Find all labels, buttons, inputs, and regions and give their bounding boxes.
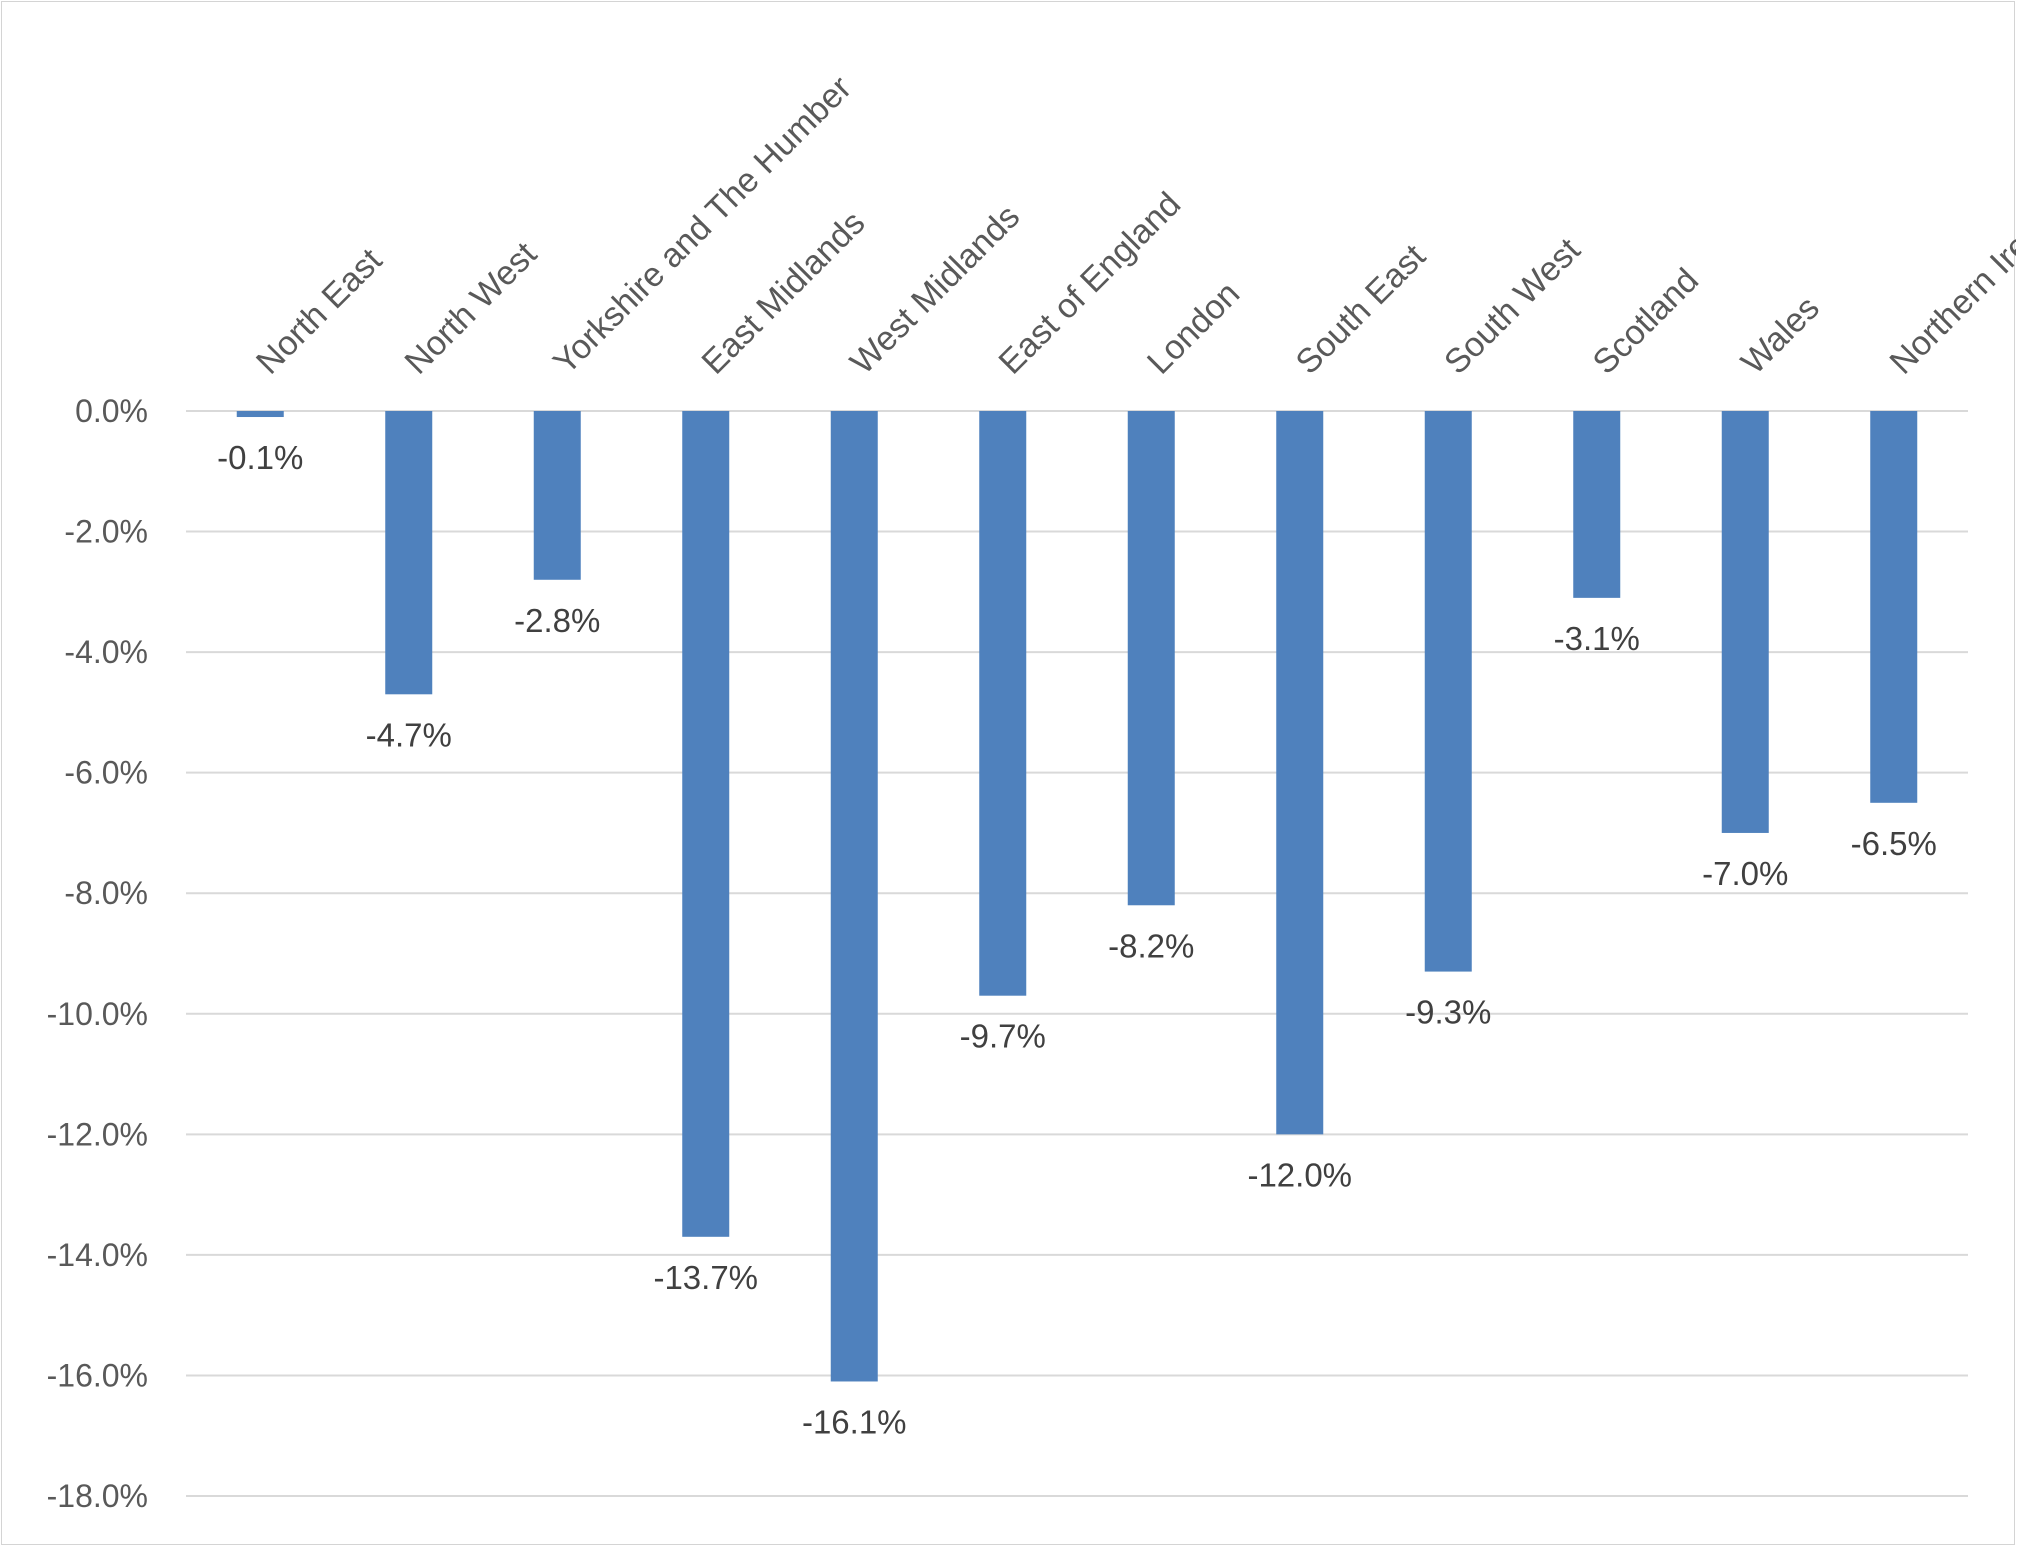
data-labels: -0.1% -4.7% -2.8% -13.7% -16.1% -9.7% -8.2% -12… xyxy=(217,439,1937,1440)
data-label: -3.1% xyxy=(1554,620,1640,657)
y-tick-label: -8.0% xyxy=(64,875,148,911)
bar xyxy=(830,411,878,1382)
category-labels: North East North West Yorkshire and The Hu… xyxy=(249,69,2016,382)
bar xyxy=(1276,411,1324,1135)
data-label: -7.0% xyxy=(1702,855,1788,892)
bars xyxy=(236,411,1918,1382)
y-tick-label: -4.0% xyxy=(64,634,148,670)
bar xyxy=(1721,411,1769,833)
y-tick-label: -2.0% xyxy=(64,514,148,550)
gridlines xyxy=(186,410,1968,1497)
category-label: Scotland xyxy=(1586,261,1706,381)
data-label: -12.0% xyxy=(1247,1156,1352,1193)
bar xyxy=(236,411,284,418)
bar xyxy=(385,411,433,695)
y-tick-label: -18.0% xyxy=(47,1478,148,1514)
data-label: -8.2% xyxy=(1108,927,1194,964)
y-tick-label: -6.0% xyxy=(64,755,148,791)
bar xyxy=(682,411,730,1237)
y-tick-label: -16.0% xyxy=(47,1357,148,1393)
bar xyxy=(1424,411,1472,972)
category-label: South East xyxy=(1289,237,1434,382)
category-label: Yorkshire and The Humber xyxy=(546,69,859,382)
data-label: -9.7% xyxy=(960,1018,1046,1055)
bar xyxy=(1127,411,1175,906)
category-label: Northern Ireland xyxy=(1883,181,2016,382)
y-tick-label: -12.0% xyxy=(47,1116,148,1152)
data-label: -13.7% xyxy=(653,1259,758,1296)
data-label: -2.8% xyxy=(514,602,600,639)
data-label: -16.1% xyxy=(802,1403,907,1440)
y-tick-label: -10.0% xyxy=(47,996,148,1032)
category-label: North West xyxy=(398,235,545,382)
category-label: London xyxy=(1140,275,1247,382)
bar xyxy=(1573,411,1621,598)
data-label: -6.5% xyxy=(1851,825,1937,862)
y-tick-label: -14.0% xyxy=(47,1237,148,1273)
y-axis-tick-labels: 0.0% -2.0% -4.0% -6.0% -8.0% -10.0% -12.0% -14.… xyxy=(47,393,148,1514)
y-tick-label: 0.0% xyxy=(75,393,148,429)
category-label: South West xyxy=(1437,231,1588,382)
bar xyxy=(979,411,1027,996)
bar xyxy=(533,411,581,580)
category-label: North East xyxy=(249,241,390,382)
data-label: -0.1% xyxy=(217,439,303,476)
data-label: -9.3% xyxy=(1405,994,1491,1031)
bar xyxy=(1870,411,1918,803)
category-label: Wales xyxy=(1734,289,1827,382)
data-label: -4.7% xyxy=(366,716,452,753)
